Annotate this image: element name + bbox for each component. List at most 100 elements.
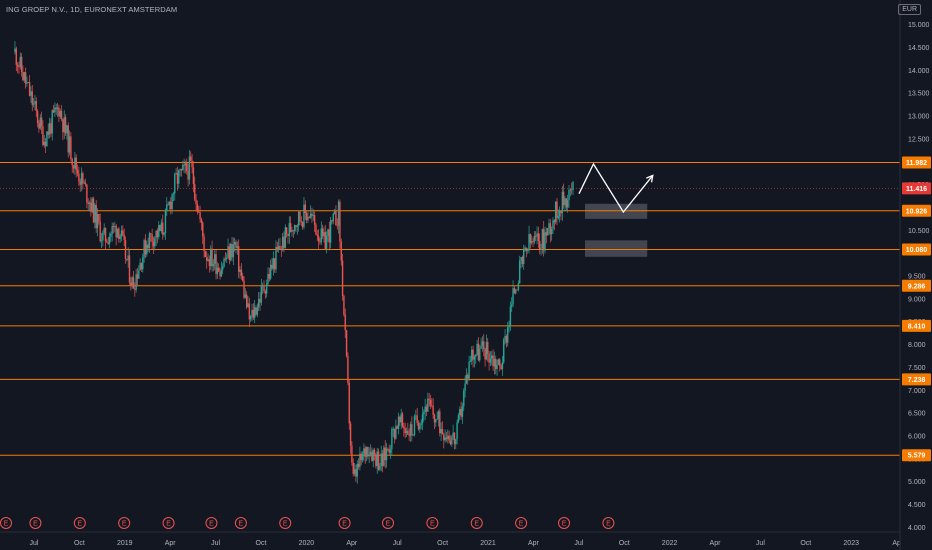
candle-body xyxy=(308,216,310,218)
projection-path[interactable] xyxy=(578,162,654,214)
support-zone[interactable] xyxy=(584,203,648,219)
time-axis[interactable]: Jul Oct 2019 Apr Jul Oct 2020 Apr Jul Oct 2021 Apr J… xyxy=(0,531,901,547)
candle-body xyxy=(569,189,572,191)
candle-body xyxy=(156,230,159,238)
earnings-marker[interactable] xyxy=(515,517,528,529)
earnings-marker[interactable] xyxy=(602,517,615,529)
candle-body xyxy=(565,198,568,208)
candle-body xyxy=(373,449,376,455)
candle-body xyxy=(204,251,207,257)
candle-body xyxy=(72,165,75,169)
candle-body xyxy=(508,326,510,328)
candle-body xyxy=(485,341,488,360)
candle-body xyxy=(319,241,321,243)
candle-body xyxy=(76,170,79,174)
candle-body xyxy=(91,198,93,212)
candle-body xyxy=(337,201,340,226)
candle-body xyxy=(224,258,227,260)
candle-body xyxy=(444,437,446,441)
support-zone[interactable] xyxy=(584,240,648,257)
candle-body xyxy=(447,435,449,440)
currency-badge[interactable]: EUR xyxy=(898,4,921,15)
candle-body xyxy=(512,288,514,305)
earnings-marker[interactable] xyxy=(118,517,131,529)
candle-body xyxy=(288,223,291,236)
candle-body xyxy=(31,91,33,105)
candle-body xyxy=(554,201,557,223)
earnings-marker[interactable] xyxy=(381,517,394,529)
candle-body xyxy=(219,271,221,277)
candle-body xyxy=(192,167,195,185)
candle-body xyxy=(281,236,284,250)
candle-body xyxy=(411,424,413,436)
candle-body xyxy=(122,230,124,235)
earnings-marker[interactable] xyxy=(162,517,175,529)
candle-body xyxy=(353,469,356,474)
x-tick-label: 2021 xyxy=(480,540,496,547)
candle-body xyxy=(372,449,374,461)
candle-body xyxy=(120,230,123,237)
candle-body xyxy=(536,233,538,237)
candle-body xyxy=(316,234,318,236)
level-label-bg xyxy=(902,243,931,256)
earnings-marker[interactable] xyxy=(234,517,247,529)
candle-body xyxy=(303,204,305,228)
projection-line[interactable] xyxy=(578,162,654,214)
x-tick-label: Oct xyxy=(74,540,85,547)
candle-body xyxy=(195,199,197,205)
earnings-marker[interactable] xyxy=(73,517,86,529)
candle-body xyxy=(300,221,302,223)
candle-body xyxy=(436,418,438,420)
y-tick-label: 4.500 xyxy=(908,502,926,509)
earnings-marker[interactable] xyxy=(426,517,439,529)
candle-body xyxy=(150,233,152,235)
candle-body xyxy=(251,310,253,317)
candle-body xyxy=(405,430,408,434)
earnings-marker[interactable] xyxy=(205,517,218,529)
candle-body xyxy=(240,269,243,276)
candle-body xyxy=(363,448,365,454)
earnings-marker[interactable] xyxy=(470,517,483,529)
candle-body xyxy=(154,238,156,247)
candle-body xyxy=(118,228,120,239)
candle-body xyxy=(176,173,179,184)
candle-body xyxy=(180,169,183,171)
candle-body xyxy=(568,189,570,201)
candle-body xyxy=(104,227,107,242)
earnings-marker[interactable] xyxy=(558,517,571,529)
earnings-marker[interactable] xyxy=(29,517,42,529)
price-axis[interactable]: 4.0004.5005.0005.5006.0006.5007.0007.500… xyxy=(899,0,930,550)
candle-body xyxy=(371,451,373,461)
candle-body xyxy=(135,274,137,290)
support-zones[interactable] xyxy=(584,203,648,257)
horizontal-levels[interactable] xyxy=(0,162,900,456)
level-label-bg xyxy=(902,449,931,462)
earnings-marker-label: E xyxy=(122,521,127,528)
candle-body xyxy=(503,339,505,363)
candle-body xyxy=(243,280,245,298)
candle-body xyxy=(108,236,111,244)
candle-body xyxy=(287,234,289,236)
candle-body xyxy=(252,310,255,318)
candle-body xyxy=(452,432,454,438)
candle-body xyxy=(235,241,237,248)
candle-body xyxy=(187,171,189,180)
earnings-marker[interactable] xyxy=(279,517,292,529)
x-tick-label: Oct xyxy=(437,540,448,547)
candle-body xyxy=(413,416,416,435)
candle-body xyxy=(269,264,272,279)
candle-body xyxy=(68,136,71,153)
candle-body xyxy=(469,361,472,362)
earnings-marker[interactable] xyxy=(338,517,351,529)
candle-body xyxy=(174,174,176,194)
earnings-marker[interactable] xyxy=(0,517,12,529)
candle-body xyxy=(299,211,301,222)
candle-body xyxy=(397,416,400,429)
candle-body xyxy=(424,406,426,413)
y-tick-label: 13.000 xyxy=(908,114,930,121)
candle-body xyxy=(566,200,569,208)
symbol-title[interactable]: ING GROEP N.V., 1D, EURONEXT AMSTERDAM xyxy=(6,5,178,14)
